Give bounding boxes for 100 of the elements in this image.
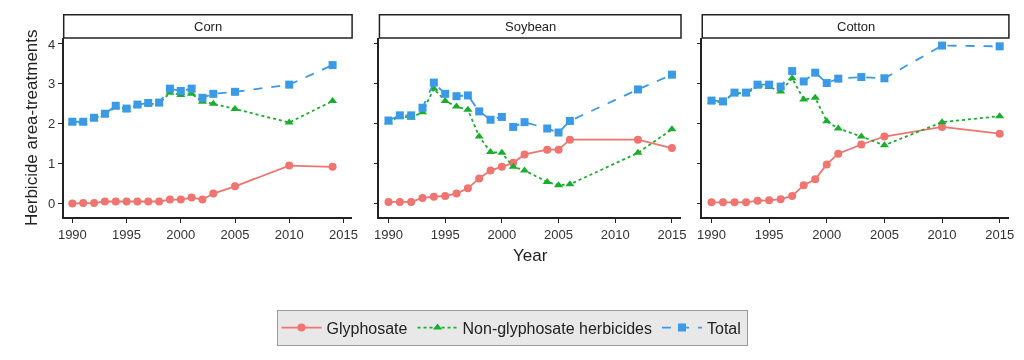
- x-axis-title: Year: [513, 245, 548, 265]
- point: [822, 160, 831, 169]
- point: [198, 93, 207, 102]
- point: [880, 132, 889, 141]
- point: [176, 87, 185, 96]
- point: [230, 104, 240, 111]
- point: [284, 118, 294, 125]
- point: [776, 82, 785, 91]
- point: [742, 198, 751, 207]
- x-tick-label: 2015: [657, 226, 687, 242]
- point: [995, 129, 1004, 138]
- point: [776, 195, 785, 204]
- point: [667, 70, 676, 79]
- point: [452, 189, 461, 198]
- point: [165, 84, 174, 93]
- x-tick-label: 1990: [57, 226, 87, 242]
- point: [880, 74, 889, 83]
- point: [395, 197, 404, 206]
- point: [475, 174, 484, 183]
- point: [111, 197, 120, 206]
- point: [633, 85, 642, 94]
- y-tick-label: 0: [48, 196, 56, 212]
- chart-title: Cotton: [837, 19, 876, 34]
- point: [497, 112, 506, 121]
- point: [565, 116, 574, 125]
- point: [520, 150, 529, 159]
- y-tick-label: 1: [48, 156, 56, 172]
- point: [834, 74, 843, 83]
- point: [788, 191, 797, 200]
- y-tick-label: 4: [48, 36, 56, 52]
- point: [155, 197, 164, 206]
- point: [753, 196, 762, 205]
- point: [144, 197, 153, 206]
- point: [176, 195, 185, 204]
- point: [384, 197, 393, 206]
- point: [810, 93, 820, 100]
- point: [995, 112, 1005, 119]
- point: [811, 175, 820, 184]
- point: [856, 132, 866, 139]
- point: [520, 118, 529, 127]
- x-tick-label: 2015: [985, 226, 1015, 242]
- point: [475, 107, 484, 116]
- point: [328, 61, 337, 70]
- x-tick-label: 2010: [927, 226, 957, 242]
- x-tick-label: 1995: [754, 226, 784, 242]
- point: [542, 177, 552, 184]
- point: [811, 68, 820, 77]
- point: [198, 195, 207, 204]
- point: [165, 195, 174, 204]
- point: [633, 148, 643, 155]
- point: [509, 122, 518, 131]
- point: [90, 199, 99, 208]
- x-tick-label: 2005: [869, 226, 899, 242]
- chart-title: Corn: [194, 19, 223, 34]
- point: [68, 199, 77, 208]
- x-tick-label: 2005: [544, 226, 574, 242]
- chart-title: Soybean: [505, 19, 557, 34]
- point: [328, 162, 337, 171]
- point: [995, 42, 1004, 51]
- point: [565, 135, 574, 144]
- x-tick-label: 1995: [112, 226, 142, 242]
- point: [543, 145, 552, 154]
- legend-label: Total: [706, 319, 741, 337]
- point: [486, 166, 495, 175]
- x-tick-label: 2005: [220, 226, 250, 242]
- point: [122, 197, 131, 206]
- point: [554, 128, 563, 137]
- point: [231, 87, 239, 96]
- point: [667, 144, 676, 153]
- point: [497, 148, 507, 155]
- point: [938, 41, 947, 50]
- point: [285, 80, 294, 89]
- x-tick-label: 2000: [166, 226, 196, 242]
- point: [857, 73, 866, 82]
- y-tick-label: 3: [48, 76, 56, 92]
- point: [822, 79, 831, 88]
- point: [834, 149, 843, 158]
- point: [633, 135, 642, 144]
- legend-label: Non-glyphosate herbicides: [462, 319, 652, 337]
- point: [730, 198, 739, 207]
- point: [429, 78, 438, 87]
- point: [799, 77, 808, 86]
- point: [418, 193, 427, 202]
- x-tick-label: 2000: [812, 226, 842, 242]
- point: [497, 162, 506, 171]
- point: [285, 161, 294, 170]
- point: [543, 124, 552, 133]
- x-tick-label: 2000: [487, 226, 517, 242]
- point: [407, 197, 416, 206]
- point: [719, 198, 728, 207]
- x-tick-label: 2010: [600, 226, 630, 242]
- point: [833, 124, 843, 131]
- point: [100, 197, 109, 206]
- point: [209, 189, 218, 198]
- point: [209, 89, 218, 98]
- point: [486, 115, 495, 124]
- point: [133, 197, 142, 206]
- point: [707, 198, 716, 207]
- point: [788, 67, 797, 76]
- x-tick-label: 1990: [374, 226, 403, 242]
